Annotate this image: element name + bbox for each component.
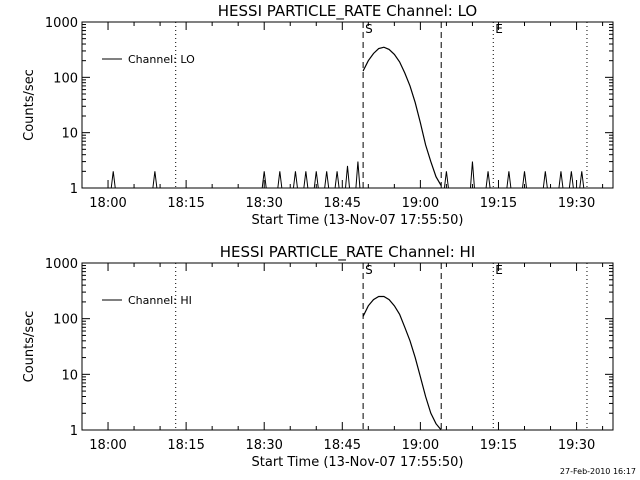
plot-frame (81, 262, 614, 431)
x-tick-label: 19:00 (402, 438, 439, 453)
data-blip (110, 171, 116, 189)
data-blip (303, 171, 309, 189)
x-tick-label: 19:15 (480, 196, 517, 211)
marker-label: S (365, 22, 373, 36)
plot-timestamp: 27-Feb-2010 16:17 (560, 467, 636, 476)
y-tick-label: 100 (53, 71, 78, 86)
x-tick-label: 19:15 (480, 438, 517, 453)
plot-frame (81, 21, 614, 189)
x-tick-label: 18:45 (324, 438, 361, 453)
x-tick-label: 18:00 (89, 438, 126, 453)
data-blip (542, 171, 548, 189)
y-axis-label: Counts/sec (22, 311, 37, 383)
data-blip (313, 171, 319, 189)
legend-label: Channel: HI (128, 294, 192, 307)
data-blip (443, 171, 449, 189)
series-line (362, 295, 442, 431)
data-blip (506, 171, 512, 189)
chart-panel-channel-hi: HESSI PARTICLE_RATE Channel: HI Counts/se… (22, 243, 614, 470)
chart-title: HESSI PARTICLE_RATE Channel: LO (218, 2, 477, 21)
marker-label: E (495, 22, 503, 36)
chart-panel-channel-lo: HESSI PARTICLE_RATE Channel: LO Counts/se… (22, 2, 614, 228)
x-tick-label: 19:30 (558, 196, 595, 211)
data-blip (522, 171, 527, 189)
y-tick-label: 1000 (45, 257, 78, 272)
x-tick-label: 18:00 (89, 196, 126, 211)
marker-label: E (495, 263, 503, 277)
y-tick-label: 1 (70, 424, 78, 439)
x-tick-label: 18:30 (245, 438, 282, 453)
x-tick-label: 18:30 (245, 196, 282, 211)
y-tick-label: 1000 (45, 16, 78, 31)
data-blip (261, 171, 267, 189)
marker-label: S (365, 263, 373, 277)
x-tick-label: 19:00 (402, 196, 439, 211)
y-tick-label: 100 (53, 313, 78, 328)
x-axis-label: Start Time (13-Nov-07 17:55:50) (252, 455, 464, 470)
data-blip (345, 165, 350, 189)
x-tick-label: 18:15 (167, 438, 204, 453)
data-blip (277, 171, 283, 189)
data-blip (579, 171, 585, 189)
x-tick-label: 19:30 (558, 438, 595, 453)
x-tick-label: 18:15 (167, 196, 204, 211)
x-axis-label: Start Time (13-Nov-07 17:55:50) (252, 213, 464, 228)
data-blip (485, 171, 491, 189)
legend-label: Channel: LO (128, 53, 195, 66)
y-axis-label: Counts/sec (22, 69, 37, 141)
data-blip (469, 161, 475, 189)
y-tick-label: 10 (61, 127, 78, 142)
series-line (362, 46, 442, 187)
data-blip (568, 171, 574, 189)
x-tick-label: 18:45 (324, 196, 361, 211)
data-blip (334, 171, 340, 189)
data-blip (292, 171, 298, 189)
data-blip (558, 171, 564, 189)
data-blip (355, 161, 361, 189)
data-blip (324, 171, 330, 189)
data-blip (152, 171, 158, 189)
chart-title: HESSI PARTICLE_RATE Channel: HI (220, 243, 476, 262)
y-tick-label: 1 (70, 182, 78, 197)
y-tick-label: 10 (61, 368, 78, 383)
